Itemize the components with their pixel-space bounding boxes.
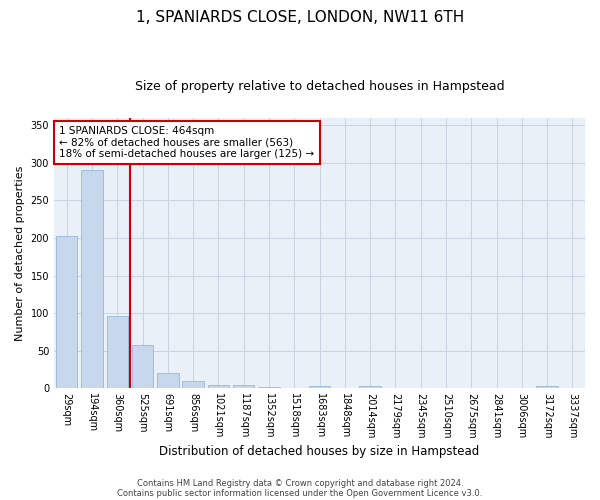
Text: Contains HM Land Registry data © Crown copyright and database right 2024.: Contains HM Land Registry data © Crown c… bbox=[137, 478, 463, 488]
Bar bbox=[182, 381, 204, 388]
Bar bbox=[536, 386, 558, 388]
Bar bbox=[132, 345, 153, 389]
Text: Contains public sector information licensed under the Open Government Licence v3: Contains public sector information licen… bbox=[118, 488, 482, 498]
X-axis label: Distribution of detached houses by size in Hampstead: Distribution of detached houses by size … bbox=[160, 444, 479, 458]
Bar bbox=[258, 387, 280, 388]
Bar bbox=[107, 316, 128, 388]
Bar bbox=[157, 374, 179, 388]
Bar bbox=[56, 236, 77, 388]
Text: 1, SPANIARDS CLOSE, LONDON, NW11 6TH: 1, SPANIARDS CLOSE, LONDON, NW11 6TH bbox=[136, 10, 464, 25]
Title: Size of property relative to detached houses in Hampstead: Size of property relative to detached ho… bbox=[135, 80, 505, 93]
Y-axis label: Number of detached properties: Number of detached properties bbox=[15, 166, 25, 341]
Bar bbox=[233, 386, 254, 388]
Text: 1 SPANIARDS CLOSE: 464sqm
← 82% of detached houses are smaller (563)
18% of semi: 1 SPANIARDS CLOSE: 464sqm ← 82% of detac… bbox=[59, 126, 314, 159]
Bar bbox=[359, 386, 381, 388]
Bar bbox=[208, 384, 229, 388]
Bar bbox=[81, 170, 103, 388]
Bar bbox=[309, 386, 330, 388]
